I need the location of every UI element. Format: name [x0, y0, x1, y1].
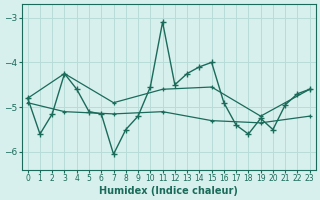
X-axis label: Humidex (Indice chaleur): Humidex (Indice chaleur) — [99, 186, 238, 196]
